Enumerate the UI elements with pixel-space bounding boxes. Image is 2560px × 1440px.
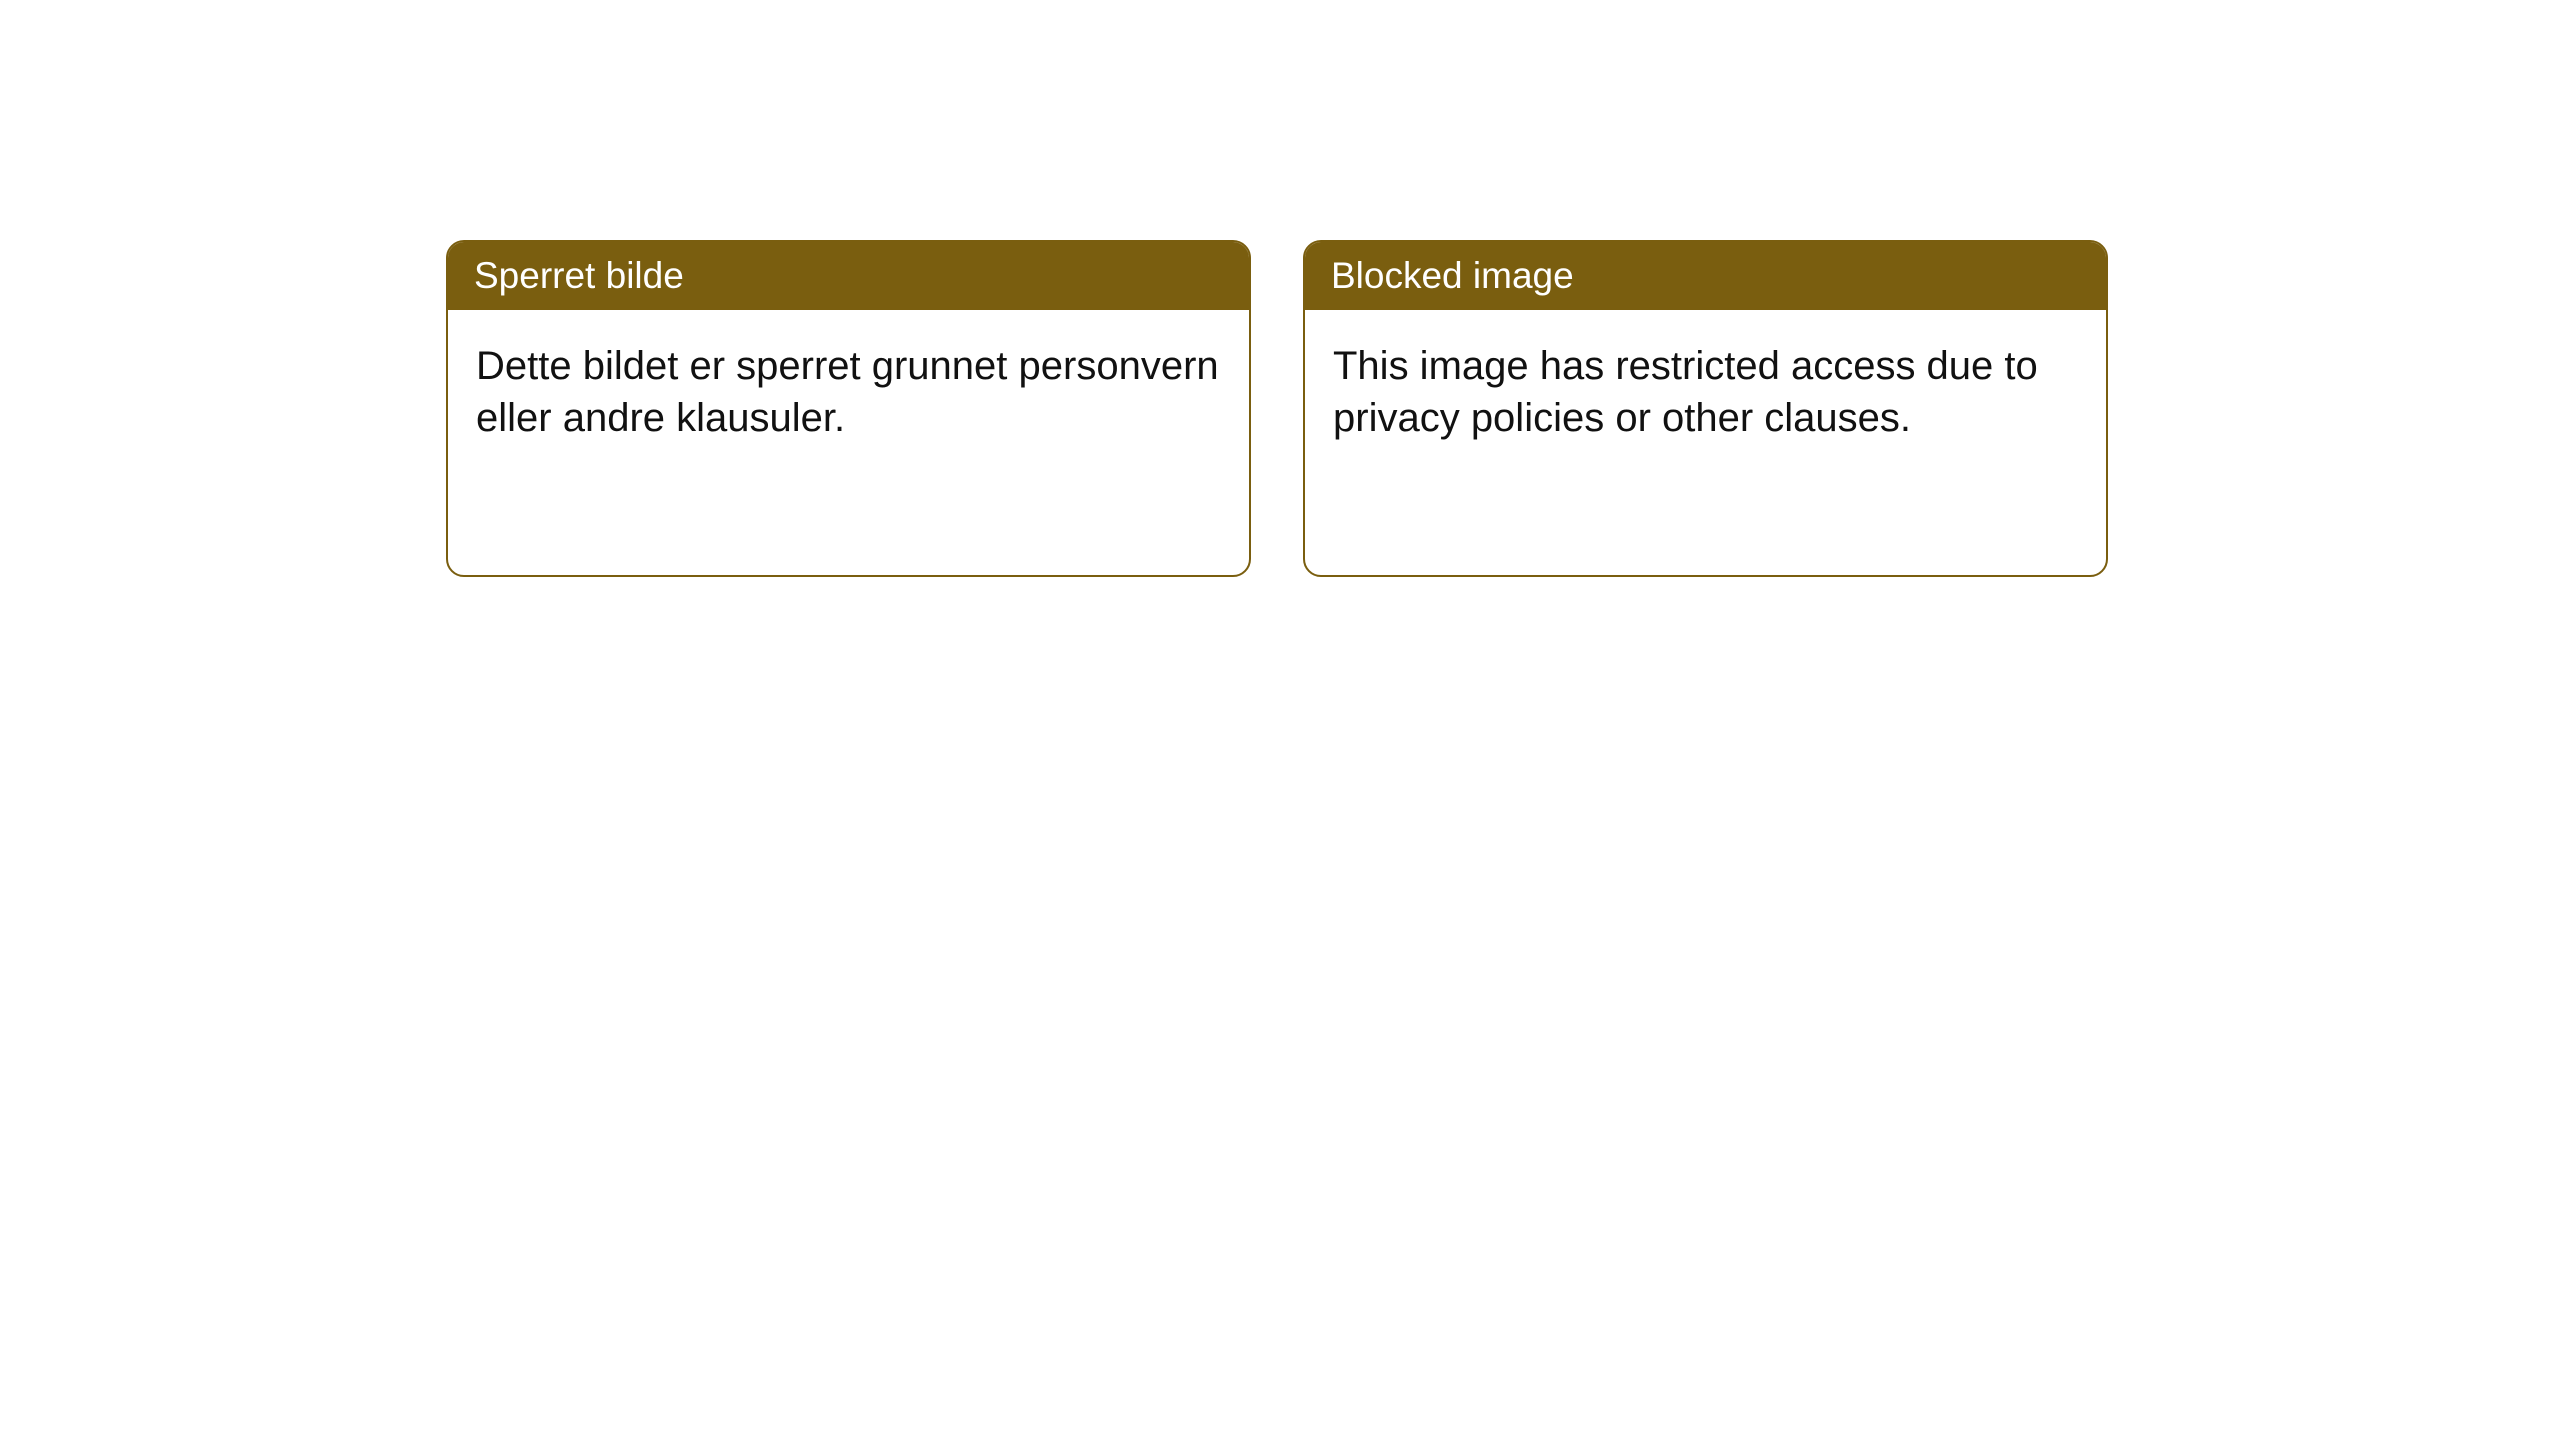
card-english: Blocked image This image has restricted … <box>1303 240 2108 577</box>
card-body-no: Dette bildet er sperret grunnet personve… <box>448 310 1249 474</box>
card-title-no: Sperret bilde <box>448 242 1249 310</box>
card-body-en: This image has restricted access due to … <box>1305 310 2106 474</box>
notice-container: Sperret bilde Dette bildet er sperret gr… <box>0 0 2560 577</box>
card-title-en: Blocked image <box>1305 242 2106 310</box>
card-norwegian: Sperret bilde Dette bildet er sperret gr… <box>446 240 1251 577</box>
